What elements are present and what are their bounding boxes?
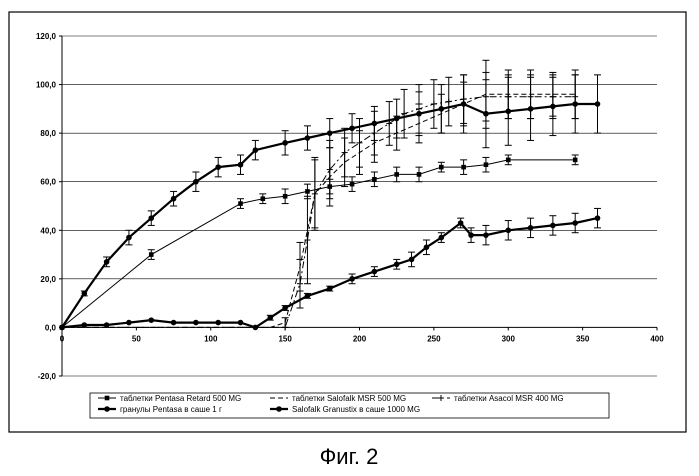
x-tick-label: 400 — [650, 334, 664, 343]
data-point — [171, 320, 177, 326]
data-point — [528, 106, 534, 112]
data-point — [394, 172, 399, 177]
data-point — [104, 259, 110, 265]
data-point — [417, 172, 422, 177]
data-point — [372, 121, 378, 127]
data-point — [439, 165, 444, 170]
legend-label: гранулы Pentasa в саше 1 г — [120, 405, 222, 414]
data-point — [193, 179, 199, 185]
x-tick-label: 250 — [427, 334, 441, 343]
data-point — [104, 322, 110, 328]
data-point — [215, 320, 221, 326]
data-point — [484, 162, 489, 167]
data-point — [409, 257, 415, 263]
data-point — [82, 322, 88, 328]
data-point — [506, 158, 511, 163]
data-point — [505, 227, 511, 233]
data-point — [416, 111, 422, 117]
data-point — [238, 162, 244, 168]
data-point — [282, 305, 288, 311]
data-point — [193, 320, 199, 326]
figure-caption: Фиг. 2 — [320, 444, 379, 469]
data-point — [573, 158, 578, 163]
x-tick-label: 0 — [60, 334, 65, 343]
data-point — [461, 165, 466, 170]
x-tick-label: 150 — [278, 334, 292, 343]
data-point — [82, 291, 88, 297]
legend-swatch-marker — [105, 396, 110, 401]
data-point — [305, 189, 310, 194]
data-point — [327, 130, 333, 136]
data-point — [439, 235, 445, 241]
legend-item: Salofalk Granustix в саше 1000 MG — [270, 405, 420, 414]
legend-item: таблетки Pentasa Retard 500 MG — [98, 394, 241, 403]
data-point — [305, 293, 311, 299]
data-point — [461, 101, 467, 107]
data-point — [282, 140, 288, 146]
data-point — [148, 215, 154, 221]
x-tick-label: 300 — [502, 334, 516, 343]
data-point — [528, 225, 534, 231]
x-tick-label: 200 — [353, 334, 367, 343]
data-point — [572, 220, 578, 226]
legend-label: таблетки Salofalk MSR 500 MG — [292, 394, 406, 403]
legend-swatch-marker — [104, 406, 110, 412]
data-point — [148, 317, 154, 323]
data-point — [59, 325, 65, 331]
data-point — [267, 315, 273, 321]
legend-label: таблетки Pentasa Retard 500 MG — [120, 394, 241, 403]
x-tick-label: 100 — [204, 334, 218, 343]
data-point — [483, 111, 489, 117]
y-tick-label: 20,0 — [40, 275, 56, 284]
data-point — [424, 244, 430, 250]
data-point — [372, 269, 378, 275]
data-point — [394, 116, 400, 122]
data-point — [439, 106, 445, 112]
data-point — [595, 215, 601, 221]
data-point — [238, 201, 243, 206]
data-point — [505, 108, 511, 114]
data-point — [305, 135, 311, 141]
data-point — [283, 194, 288, 199]
data-point — [483, 232, 489, 238]
y-tick-label: 60,0 — [40, 178, 56, 187]
data-point — [238, 320, 244, 326]
data-point — [458, 220, 464, 226]
legend-label: Salofalk Granustix в саше 1000 MG — [292, 405, 420, 414]
data-point — [327, 286, 333, 292]
y-tick-label: 80,0 — [40, 129, 56, 138]
y-tick-label: 100,0 — [36, 81, 57, 90]
data-point — [171, 196, 177, 202]
data-point — [261, 196, 266, 201]
data-point — [550, 223, 556, 229]
data-point — [253, 325, 259, 331]
data-point — [149, 252, 154, 257]
y-tick-label: -20,0 — [38, 372, 57, 381]
x-tick-label: 50 — [132, 334, 141, 343]
data-point — [215, 164, 221, 170]
y-tick-label: 0,0 — [45, 323, 57, 332]
data-point — [349, 276, 355, 282]
data-point — [350, 182, 355, 187]
legend: таблетки Pentasa Retard 500 MG таблетки S… — [90, 393, 609, 418]
data-point — [126, 320, 132, 326]
data-point — [349, 125, 355, 131]
legend-label: таблетки Asacol MSR 400 MG — [454, 394, 564, 403]
data-point — [253, 147, 259, 153]
data-point — [468, 232, 474, 238]
legend-swatch-marker — [276, 406, 282, 412]
data-point — [595, 101, 601, 107]
y-tick-label: 40,0 — [40, 226, 56, 235]
data-point — [126, 235, 132, 241]
data-point — [394, 261, 400, 267]
x-tick-label: 350 — [576, 334, 590, 343]
data-point — [550, 104, 556, 110]
data-point — [572, 101, 578, 107]
y-tick-label: 120,0 — [36, 32, 57, 41]
data-point — [372, 177, 377, 182]
